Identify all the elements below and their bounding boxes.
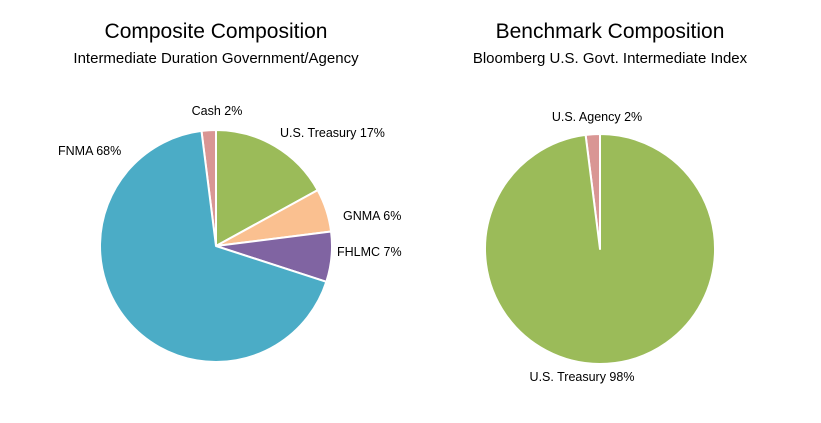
pie-slice-fnma	[99, 129, 328, 363]
composite-pie: Cash 2% U.S. Treasury 17% GNMA 6% FHLMC 7% F…	[58, 104, 402, 363]
slice-label-fnma: FNMA 68%	[58, 144, 121, 158]
composite-chart: Composite Composition Intermediate Durat…	[58, 20, 402, 363]
chart-subtitle: Intermediate Duration Government/Agency	[73, 50, 359, 67]
slice-label-u-s-agency: U.S. Agency 2%	[552, 110, 642, 124]
chart-title: Benchmark Composition	[495, 20, 725, 43]
slice-label-gnma: GNMA 6%	[343, 209, 401, 223]
chart-title: Composite Composition	[104, 20, 328, 43]
pie-slice-u-s-treasury	[215, 129, 319, 247]
slice-label-cash: Cash 2%	[192, 104, 243, 118]
chart-subtitle: Bloomberg U.S. Govt. Intermediate Index	[472, 50, 748, 67]
slice-label-u-s-treasury: U.S. Treasury 17%	[280, 126, 385, 140]
slice-label-u-s-treasury: U.S. Treasury 98%	[530, 370, 635, 384]
benchmark-chart: Benchmark Composition Bloomberg U.S. Gov…	[410, 0, 810, 423]
pie-slice-u-s-treasury	[484, 133, 716, 365]
slice-label-fhlmc: FHLMC 7%	[337, 245, 402, 259]
benchmark-pie: U.S. Agency 2% U.S. Treasury 98%	[484, 110, 716, 384]
